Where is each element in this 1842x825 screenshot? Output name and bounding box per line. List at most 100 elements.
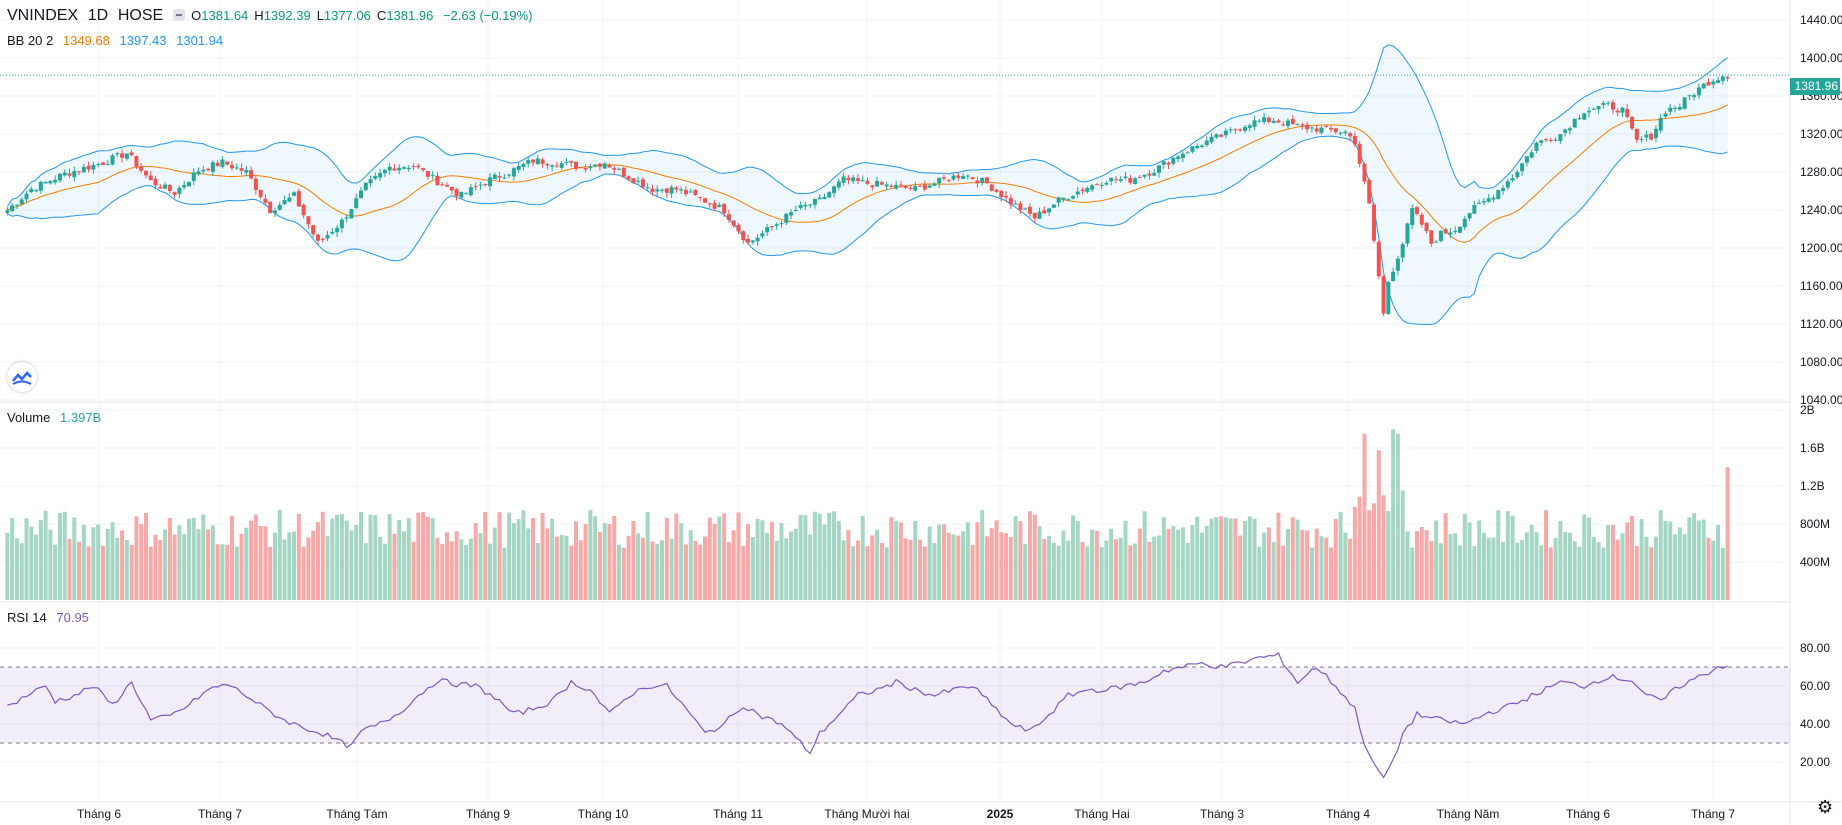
candle-body — [1042, 210, 1047, 214]
volume-legend[interactable]: Volume 1.397B — [7, 410, 107, 425]
collapse-legend-icon[interactable] — [173, 8, 186, 21]
candle-body — [1223, 130, 1228, 136]
candle-body — [1548, 140, 1553, 142]
candle-body — [588, 167, 593, 169]
volume-bar — [483, 512, 488, 600]
volume-bar — [1223, 517, 1228, 600]
candle-body — [488, 177, 493, 187]
volume-bar — [894, 520, 899, 600]
volume-bar — [970, 544, 975, 600]
candle-body — [497, 175, 502, 178]
volume-bar — [521, 510, 526, 600]
gear-icon[interactable]: ⚙ — [1817, 797, 1834, 817]
candle-body — [1276, 120, 1281, 123]
volume-bar — [14, 538, 19, 600]
volume-bar — [1462, 513, 1467, 600]
candle-body — [1701, 83, 1706, 89]
candle-body — [621, 167, 626, 177]
tradingview-logo-icon[interactable] — [7, 362, 37, 392]
candle-body — [1653, 128, 1658, 138]
volume-bar — [473, 523, 478, 600]
candle-body — [617, 168, 622, 170]
volume-bar — [100, 545, 105, 600]
candle-body — [1572, 118, 1577, 128]
candle-body — [196, 171, 201, 175]
candle-body — [1658, 117, 1663, 131]
volume-bar — [913, 520, 918, 600]
volume-bar — [999, 532, 1004, 600]
bb-lower-value: 1301.94 — [176, 33, 224, 48]
volume-bar — [1706, 537, 1711, 600]
volume-bar — [306, 537, 311, 600]
volume-bar — [1386, 510, 1391, 600]
volume-bar — [1109, 528, 1114, 600]
volume-bar — [287, 532, 292, 600]
candle-body — [100, 162, 105, 165]
candle-body — [927, 185, 932, 188]
bb-basis-value: 1349.68 — [62, 33, 110, 48]
candle-body — [1668, 107, 1673, 112]
candle-body — [215, 162, 220, 167]
candle-body — [1419, 214, 1424, 225]
volume-bar — [865, 546, 870, 600]
volume-bar — [817, 513, 822, 600]
volume-bar — [1481, 532, 1486, 600]
candle-body — [602, 163, 607, 169]
interval-label[interactable]: 1D — [87, 7, 109, 24]
candle-body — [994, 189, 999, 192]
volume-bar — [1501, 541, 1506, 600]
volume-bar — [1252, 518, 1257, 600]
candle-body — [158, 186, 163, 189]
low-value: 1377.06 — [323, 8, 371, 23]
candle-body — [1180, 153, 1185, 158]
candle-body — [1147, 173, 1152, 176]
candle-body — [1104, 182, 1109, 185]
candle-body — [311, 225, 316, 235]
candle-body — [1682, 97, 1687, 109]
volume-bar — [860, 516, 865, 600]
volume-bar — [1113, 539, 1118, 600]
volume-bar — [229, 515, 234, 600]
volume-bar — [1405, 531, 1410, 600]
candle-body — [574, 162, 579, 169]
candle-body — [755, 237, 760, 242]
candle-body — [182, 185, 187, 188]
candle-body — [81, 166, 86, 173]
volume-bar — [884, 547, 889, 600]
candle-body — [1190, 146, 1195, 152]
candle-body — [167, 184, 172, 192]
bb-legend[interactable]: BB 20 2 1349.68 1397.43 1301.94 — [7, 33, 229, 48]
candle-body — [827, 192, 832, 198]
time-tick-label: Tháng 4 — [1326, 807, 1370, 821]
volume-bar — [1333, 518, 1338, 600]
candle-body — [1539, 140, 1544, 143]
volume-bar — [688, 530, 693, 600]
candle-body — [72, 171, 77, 178]
candle-body — [1047, 208, 1052, 213]
volume-bar — [1004, 533, 1009, 600]
symbol-name[interactable]: VNINDEX — [7, 7, 79, 24]
candle-body — [478, 184, 483, 186]
volume-bar — [91, 527, 96, 600]
volume-bar — [239, 533, 244, 600]
candle-body — [430, 174, 435, 176]
candle-body — [1630, 116, 1635, 129]
volume-bar — [497, 512, 502, 600]
candle-body — [760, 233, 765, 237]
rsi-legend[interactable]: RSI 14 70.95 — [7, 610, 95, 625]
high-value: 1392.39 — [263, 8, 311, 23]
price-tick-label: 1160.00 — [1800, 279, 1842, 293]
volume-bar — [984, 536, 989, 600]
candle-body — [378, 172, 383, 178]
candle-body — [1271, 120, 1276, 123]
volume-bar — [526, 528, 531, 600]
time-tick-label: Tháng 6 — [77, 807, 121, 821]
candle-body — [1386, 282, 1391, 314]
candle-body — [139, 166, 144, 171]
volume-bar — [1472, 546, 1477, 600]
candle-body — [884, 184, 889, 187]
candle-body — [201, 169, 206, 172]
volume-bar — [1668, 521, 1673, 600]
candle-body — [163, 184, 168, 189]
